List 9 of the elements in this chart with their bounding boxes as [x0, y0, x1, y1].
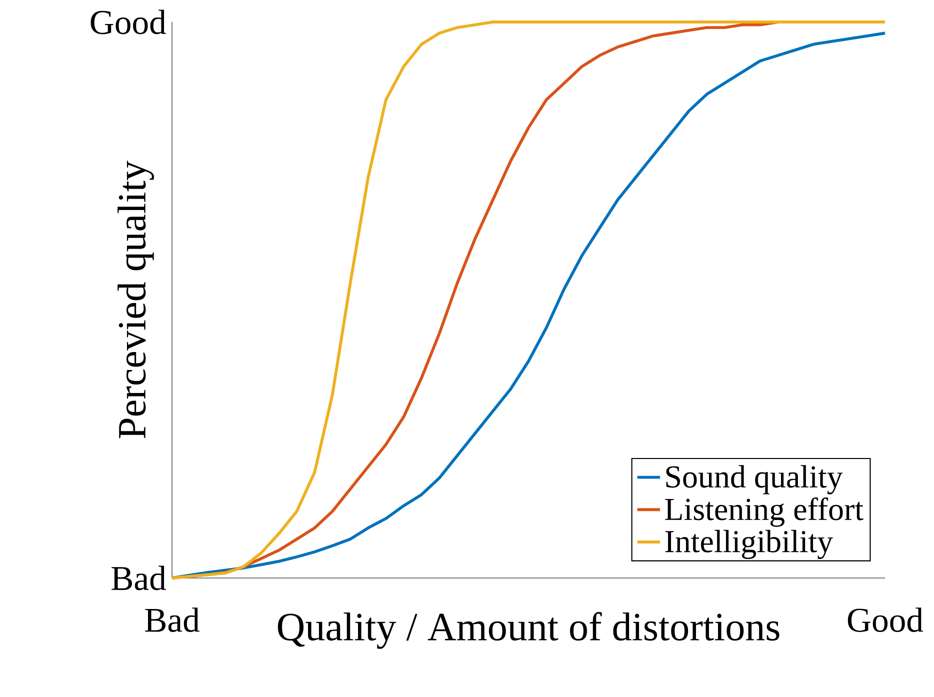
legend-label: Listening effort [665, 497, 864, 527]
text: Bad [145, 608, 200, 632]
text: Good [848, 608, 924, 632]
legend-label: Sound quality [666, 465, 843, 494]
legend-label: Intelligibility [665, 530, 833, 560]
text: Bad [112, 566, 166, 590]
text: Good [90, 10, 166, 34]
y-axis-title: Percevied quality [118, 160, 154, 438]
x-axis-title: Quality / Amount of distortions [278, 612, 780, 649]
